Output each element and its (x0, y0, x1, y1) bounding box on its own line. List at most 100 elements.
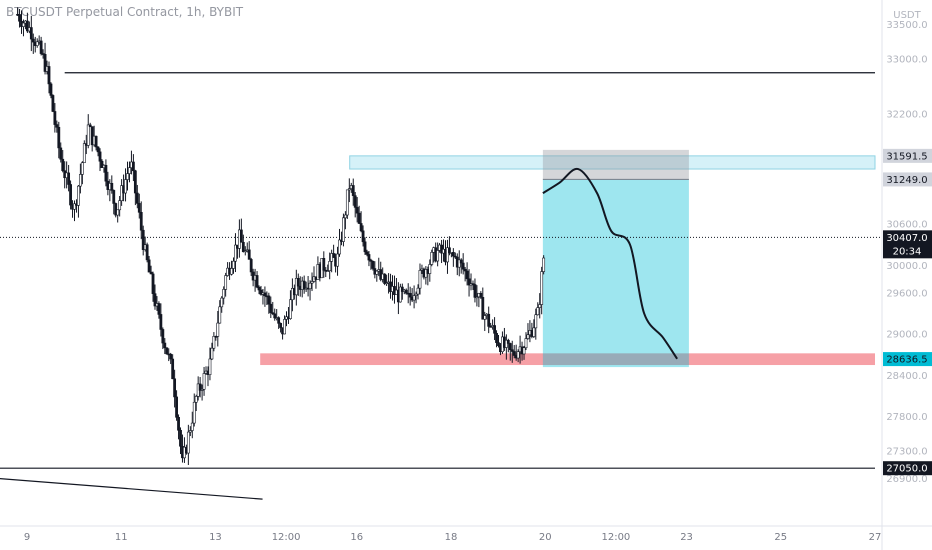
candle[interactable] (149, 265, 153, 275)
candle[interactable] (510, 340, 514, 363)
projection-path[interactable] (542, 167, 678, 360)
position-stop-area[interactable] (542, 149, 689, 180)
candle[interactable] (161, 327, 165, 350)
candle[interactable] (534, 308, 538, 340)
candle[interactable] (506, 338, 510, 353)
candle[interactable] (241, 234, 245, 253)
candle[interactable] (31, 33, 35, 54)
candle[interactable] (43, 42, 47, 75)
candle[interactable] (200, 384, 204, 401)
candle[interactable] (461, 253, 465, 275)
candle[interactable] (59, 142, 63, 163)
candle[interactable] (98, 148, 102, 172)
candle[interactable] (471, 280, 475, 291)
candle[interactable] (302, 275, 306, 294)
candle[interactable] (67, 164, 71, 192)
candle[interactable] (198, 377, 202, 398)
candle[interactable] (77, 185, 80, 218)
candle[interactable] (343, 211, 347, 230)
candle[interactable] (361, 225, 365, 247)
candle[interactable] (135, 184, 139, 209)
candle[interactable] (25, 12, 29, 33)
candle[interactable] (78, 163, 82, 194)
candle[interactable] (179, 427, 182, 455)
candle[interactable] (177, 414, 180, 440)
resistance-zone[interactable] (349, 155, 876, 170)
candle[interactable] (100, 159, 104, 168)
candle[interactable] (214, 335, 218, 341)
candle[interactable] (310, 272, 314, 292)
candle[interactable] (404, 288, 408, 295)
candle[interactable] (29, 15, 33, 52)
candle[interactable] (173, 369, 177, 408)
candle[interactable] (82, 140, 86, 164)
candle[interactable] (347, 178, 351, 203)
candle[interactable] (267, 292, 271, 314)
candle[interactable] (308, 280, 312, 301)
candle[interactable] (137, 193, 141, 219)
candle[interactable] (159, 303, 163, 337)
support-zone[interactable] (260, 353, 875, 366)
candle[interactable] (234, 233, 237, 273)
candle[interactable] (96, 146, 100, 157)
candle[interactable] (259, 285, 263, 296)
candle[interactable] (230, 260, 233, 276)
candle[interactable] (375, 270, 379, 282)
candle[interactable] (338, 228, 341, 257)
candle[interactable] (145, 242, 149, 263)
candle[interactable] (192, 393, 196, 427)
candle[interactable] (147, 255, 151, 273)
candle[interactable] (367, 251, 371, 267)
candle[interactable] (436, 242, 440, 267)
candle[interactable] (479, 291, 483, 299)
target-price-badge[interactable]: 28636.5 (883, 352, 932, 367)
candle[interactable] (497, 334, 500, 348)
candle[interactable] (428, 259, 432, 282)
candle[interactable] (212, 332, 216, 352)
position-target-area[interactable] (542, 179, 689, 368)
candle[interactable] (210, 342, 214, 361)
candle[interactable] (283, 315, 286, 335)
candle[interactable] (495, 330, 498, 348)
time-axis[interactable]: 9 11 13 12:00 16 18 20 12:00 23 25 27 (24, 532, 882, 543)
candle[interactable] (110, 175, 114, 194)
candle[interactable] (322, 251, 326, 278)
candle[interactable] (493, 317, 496, 341)
candle[interactable] (104, 159, 108, 187)
candle[interactable] (508, 342, 512, 361)
candle[interactable] (86, 114, 90, 149)
candle[interactable] (487, 306, 491, 334)
candle[interactable] (512, 345, 516, 359)
candle[interactable] (355, 197, 359, 223)
candle[interactable] (418, 263, 422, 295)
candle[interactable] (398, 283, 402, 303)
candle[interactable] (542, 255, 546, 275)
candle[interactable] (383, 273, 387, 286)
candle[interactable] (22, 19, 25, 37)
candle[interactable] (481, 287, 485, 320)
candle[interactable] (269, 296, 273, 319)
candle[interactable] (124, 168, 127, 202)
candle[interactable] (126, 161, 129, 191)
candle[interactable] (289, 290, 292, 320)
candle[interactable] (114, 202, 118, 218)
candle[interactable] (202, 366, 206, 396)
candle[interactable] (504, 334, 508, 360)
candle[interactable] (55, 120, 59, 133)
candle[interactable] (118, 196, 122, 217)
candle[interactable] (332, 244, 336, 258)
candle[interactable] (351, 178, 355, 206)
candle[interactable] (49, 82, 53, 99)
candle[interactable] (363, 237, 367, 255)
candle[interactable] (39, 36, 43, 56)
candle[interactable] (463, 266, 467, 282)
candle[interactable] (190, 411, 194, 439)
candle[interactable] (465, 262, 469, 286)
candle[interactable] (457, 250, 461, 277)
candle[interactable] (400, 283, 404, 300)
last-price-badge[interactable]: 30407.0 20:34 (883, 230, 932, 259)
candle[interactable] (151, 271, 155, 302)
candle[interactable] (35, 38, 39, 48)
candle[interactable] (57, 121, 61, 159)
